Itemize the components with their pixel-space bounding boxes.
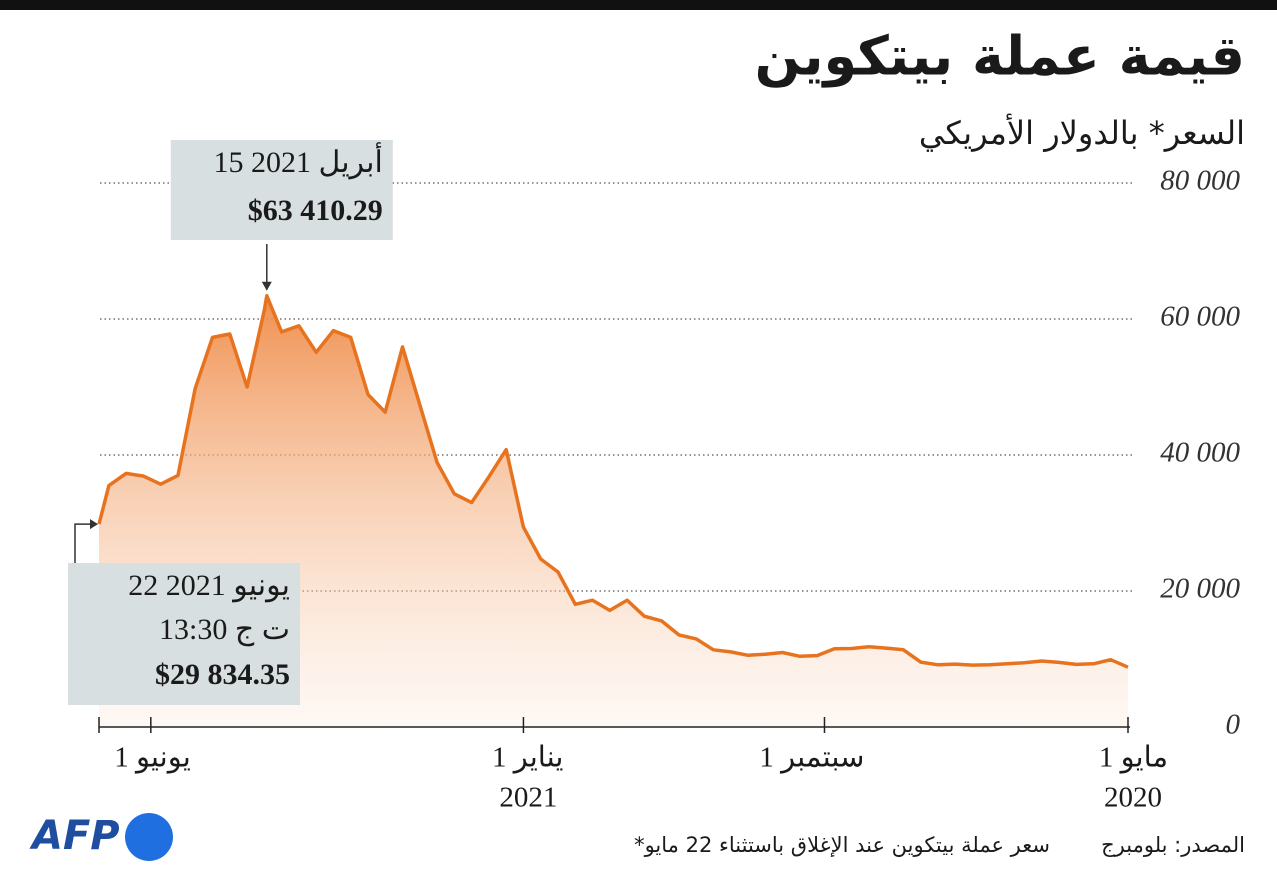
- area: [99, 295, 1128, 727]
- footnote: *سعر عملة بيتكوين عند الإغلاق باستثناء 2…: [634, 833, 1050, 857]
- annotation-arrow: [74, 523, 91, 563]
- plot: 0 20 000 40 000 60 000 80 000 1 مايو 1 سبتمبر 1…: [68, 140, 1241, 814]
- y-tick-label: 20 000: [1160, 573, 1240, 605]
- source: المصدر: بلومبرج: [1101, 833, 1245, 858]
- x-tick-label: 1 يناير: [492, 742, 563, 775]
- annotation-value: $63 410.29: [248, 194, 383, 227]
- x-year-label: 2020: [1104, 782, 1162, 814]
- top-bar: [0, 0, 1277, 10]
- annotation-date: 15 أبريل 2021: [213, 142, 382, 180]
- y-tick-label: 80 000: [1160, 165, 1240, 197]
- annotation-box: [68, 563, 300, 705]
- x-tick-label: 1 سبتمبر: [759, 742, 864, 775]
- line: [97, 294, 1129, 669]
- y-tick-label: 0: [1226, 709, 1241, 741]
- arrow-head: [261, 281, 272, 291]
- annotation-date: 22 يونيو 2021: [128, 569, 290, 603]
- annotation-box: [170, 140, 393, 240]
- chart-title: قيمة عملة بيتكوين: [755, 25, 1245, 88]
- x-year-label: 2021: [499, 782, 557, 814]
- x-tick-label: 1 يونيو: [114, 742, 191, 775]
- chart-subtitle: السعر* بالدولار الأمريكي: [919, 113, 1245, 152]
- arrow-head: [90, 519, 98, 530]
- y-tick-label: 40 000: [1160, 437, 1240, 469]
- logo: AFP: [29, 813, 120, 859]
- annotation-value: $29 834.35: [155, 658, 290, 691]
- x-tick-label: 1 مايو: [1099, 742, 1168, 775]
- y-tick-label: 60 000: [1160, 301, 1240, 333]
- annotation-time: 13:30 ت ج: [159, 613, 290, 647]
- logo-dot: [125, 813, 173, 861]
